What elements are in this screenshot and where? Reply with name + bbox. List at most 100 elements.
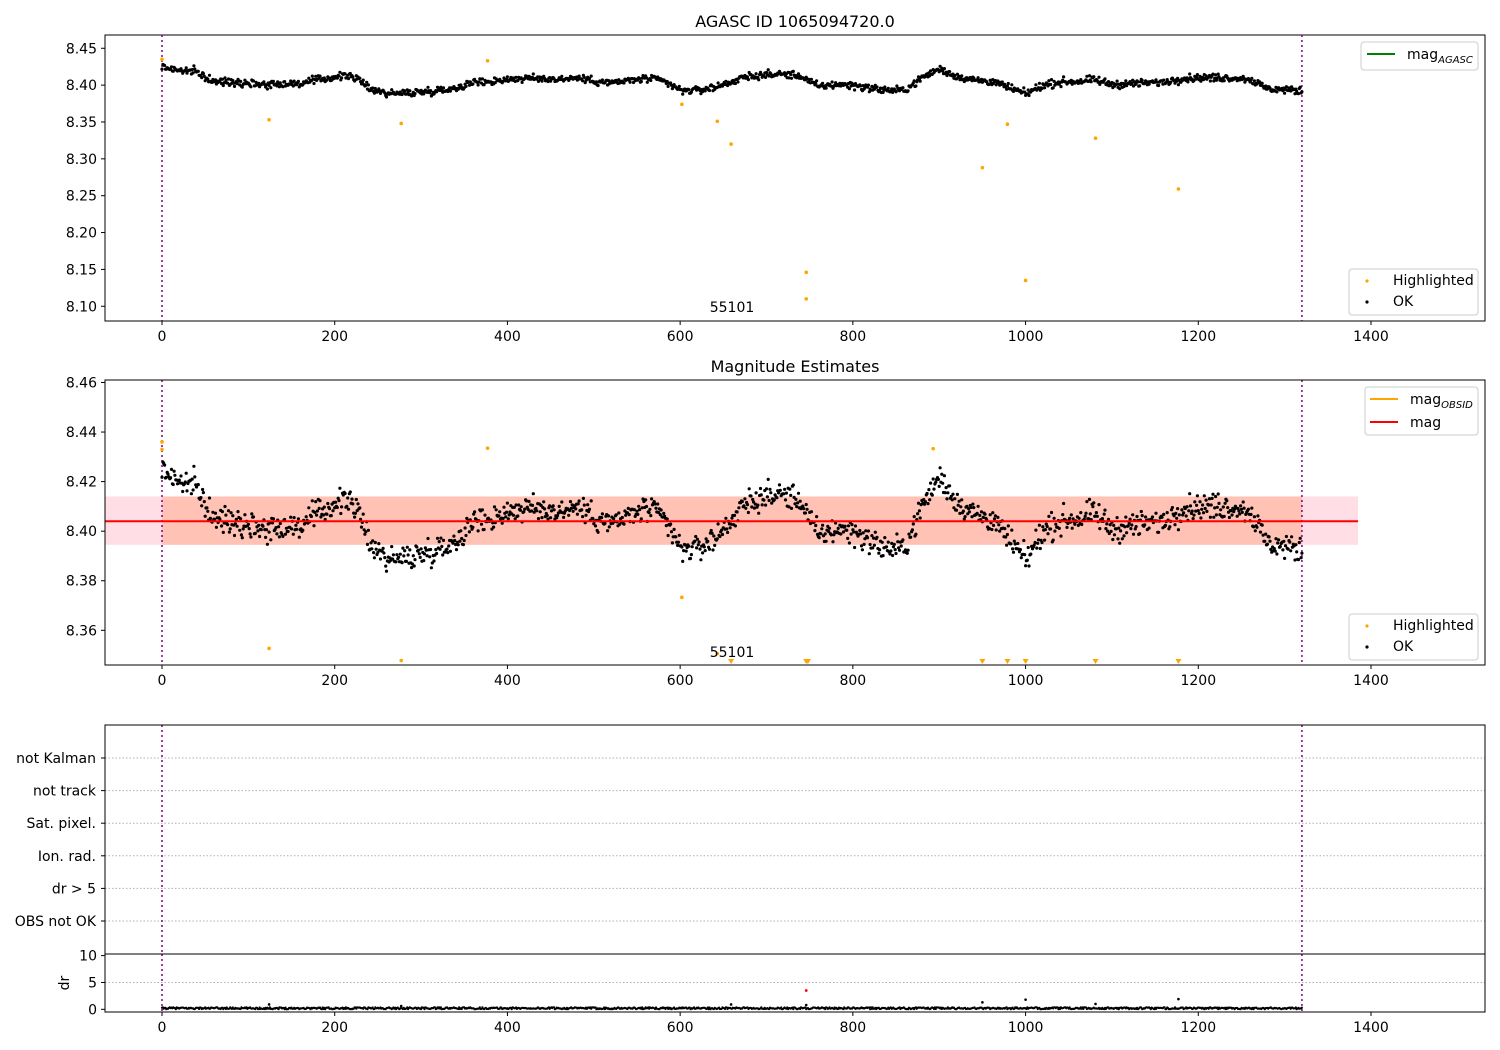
ok-point <box>232 84 237 88</box>
ok-point <box>171 482 175 487</box>
ok-point <box>870 534 874 538</box>
ok-point <box>1073 522 1077 526</box>
ok-point <box>1176 507 1180 511</box>
ok-point <box>408 89 412 93</box>
dr-point <box>174 1008 177 1011</box>
ok-point <box>235 82 239 86</box>
ok-point <box>312 81 316 86</box>
ok-point <box>264 528 269 532</box>
ok-point <box>580 508 584 512</box>
panel-agasc-title: AGASC ID 1065094720.0 <box>695 12 895 31</box>
ok-point <box>1239 507 1244 511</box>
ok-point <box>540 79 544 83</box>
ok-point <box>883 536 887 540</box>
ok-point <box>366 528 370 532</box>
ok-point <box>1221 505 1225 509</box>
ok-point <box>696 543 700 547</box>
dr-point <box>603 1006 606 1009</box>
ok-point <box>698 547 702 551</box>
x-tick-label: 200 <box>321 329 348 345</box>
x-tick-label: 400 <box>494 1020 521 1036</box>
x-tick-label: 200 <box>321 673 348 689</box>
ok-point <box>1122 534 1126 538</box>
ok-point <box>211 510 215 514</box>
ok-point <box>648 507 652 511</box>
ok-point <box>1208 79 1212 83</box>
ok-point <box>884 545 889 549</box>
highlighted-point <box>715 119 720 124</box>
ok-point <box>891 545 896 549</box>
ok-point <box>1079 510 1083 515</box>
ok-point <box>327 507 332 511</box>
y-tick-label: 8.20 <box>66 226 97 242</box>
dr-point <box>981 1001 984 1004</box>
ok-point <box>192 464 196 468</box>
dr-point <box>1163 1006 1166 1009</box>
ok-point <box>1204 498 1208 502</box>
ok-point <box>917 509 922 513</box>
ok-point <box>946 491 950 495</box>
ok-point <box>218 517 222 521</box>
ok-point <box>1293 558 1297 562</box>
ok-point <box>589 74 593 78</box>
dr-point <box>320 1008 323 1011</box>
ok-point <box>1242 506 1246 510</box>
ok-point <box>941 481 945 485</box>
ok-point <box>1049 527 1053 531</box>
ok-point <box>454 548 459 552</box>
dr-point <box>932 1007 936 1011</box>
ok-point <box>772 498 776 502</box>
x-tick-label: 1400 <box>1353 673 1389 689</box>
panel-dr-ylabel: dr <box>57 975 73 990</box>
ok-point <box>1295 550 1299 554</box>
ok-point <box>1162 512 1166 517</box>
ok-point <box>911 522 915 526</box>
ok-point <box>824 539 828 543</box>
ok-point <box>560 500 564 504</box>
ok-point <box>206 77 210 81</box>
ok-point <box>764 70 769 75</box>
ok-point <box>1264 84 1268 88</box>
x-tick-label: 400 <box>494 329 521 345</box>
ok-point <box>695 546 699 550</box>
ok-point <box>994 83 998 87</box>
ok-point <box>638 508 642 512</box>
ok-point <box>1041 525 1045 529</box>
ok-point <box>177 478 181 482</box>
ok-point <box>391 553 395 557</box>
ok-point <box>227 530 231 534</box>
ok-point <box>1202 494 1206 498</box>
ok-point <box>940 472 944 476</box>
ok-point <box>269 538 273 542</box>
ok-point <box>292 516 296 520</box>
ok-point <box>476 529 480 533</box>
ok-point <box>384 569 389 573</box>
ok-point <box>1138 532 1142 536</box>
ok-point <box>783 487 787 491</box>
ok-point <box>1215 505 1219 509</box>
ok-point <box>1195 494 1199 498</box>
dr-point <box>804 1003 808 1007</box>
ok-point <box>767 498 771 503</box>
x-tick-label: 1400 <box>1353 329 1389 345</box>
ok-point <box>815 515 819 519</box>
ok-point <box>445 547 449 551</box>
ok-point <box>1012 539 1016 543</box>
ok-point <box>241 527 245 531</box>
ok-point <box>1022 538 1026 543</box>
ok-point <box>1273 549 1277 553</box>
ok-point <box>1200 507 1204 511</box>
ok-point <box>271 517 275 521</box>
ok-point <box>970 79 974 83</box>
ok-point <box>859 84 863 88</box>
ok-point <box>1069 513 1073 517</box>
ok-point <box>1136 80 1140 84</box>
ok-point <box>814 523 818 528</box>
ok-point <box>1165 510 1169 515</box>
ok-point <box>201 72 205 76</box>
ok-point <box>942 474 947 478</box>
ok-point <box>473 510 477 514</box>
x-tick-label: 1400 <box>1353 1020 1389 1036</box>
ok-point <box>809 77 814 81</box>
ok-point <box>725 527 729 531</box>
